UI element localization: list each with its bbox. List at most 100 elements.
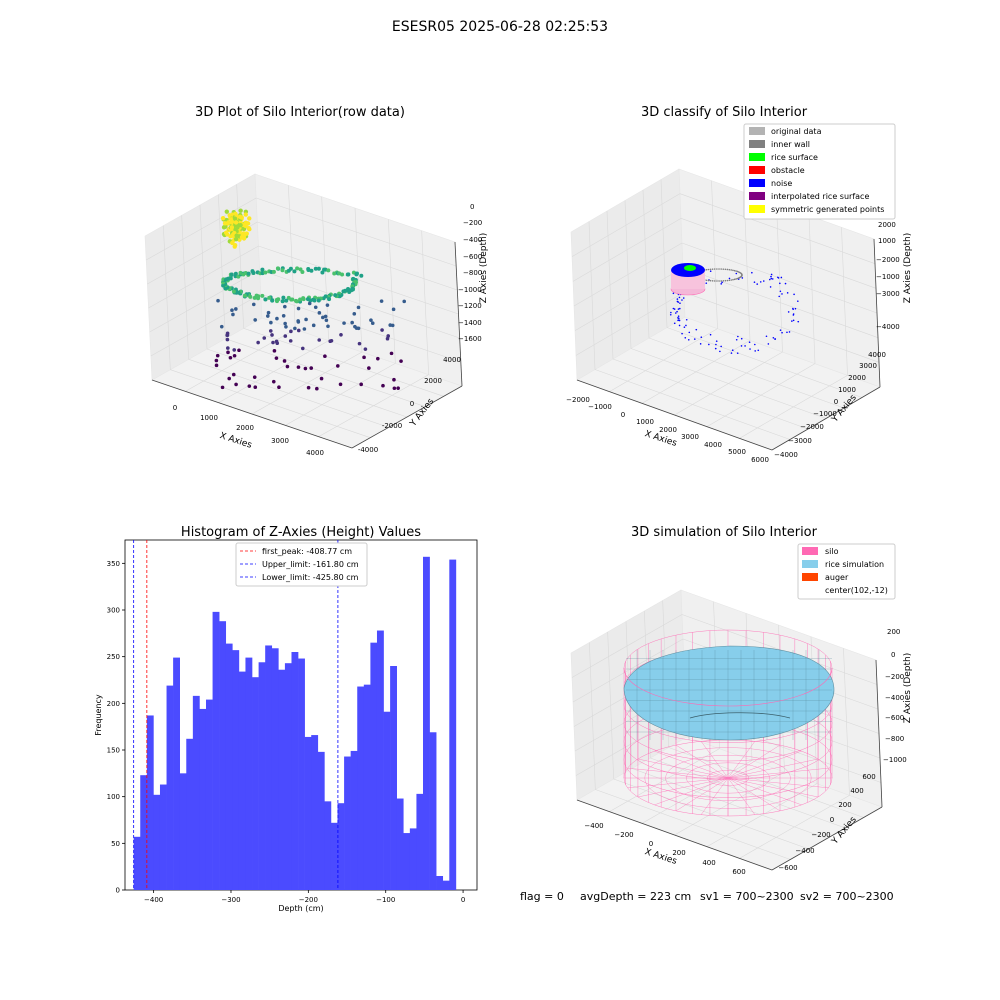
raw-data-point [389, 351, 394, 356]
raw-data-point [320, 270, 325, 275]
classify-wall-point [726, 268, 729, 271]
histogram-bar [258, 662, 266, 890]
raw-data-point [251, 270, 256, 275]
histogram-bar [219, 621, 227, 890]
raw-data-point [321, 315, 325, 320]
classify-noise-point [709, 333, 712, 336]
simulation-z-tick: −400 [885, 694, 904, 702]
classify-legend-label: rice surface [771, 153, 818, 162]
classify-x-tick: 6000 [751, 456, 769, 464]
classify-noise-point [676, 298, 679, 300]
histogram-y-tick-label: 50 [111, 840, 120, 848]
raw-data-point [267, 295, 272, 300]
classify-z-tick: 1000 [878, 237, 896, 245]
raw-data-x-tick: 3000 [271, 437, 289, 445]
raw-data-point [237, 348, 241, 353]
histogram-bar [199, 708, 207, 890]
classify-noise-point [678, 324, 681, 327]
silo-front-arc [623, 667, 833, 707]
classify-wall-point [728, 268, 731, 271]
histogram-legend-label: first_peak: -408.77 cm [262, 547, 352, 556]
raw-data-point [223, 224, 228, 229]
classify-legend-swatch [749, 192, 765, 200]
classify-noise-point [687, 338, 690, 341]
raw-data-y-axis-line [351, 385, 463, 449]
classify-noise-point [797, 320, 800, 323]
raw-data-point [388, 323, 393, 327]
classify-y-tick: −2000 [800, 423, 824, 431]
histogram-y-tick-label: 250 [107, 653, 120, 661]
classify-noise-point [684, 336, 687, 339]
histogram-bar [146, 715, 154, 890]
histogram-legend-frame [235, 542, 368, 587]
classify-noise-point [754, 343, 756, 346]
classify-gridline [841, 227, 848, 376]
simulation-x-tick: 0 [649, 840, 653, 848]
simulation-z-tick: −600 [885, 714, 904, 722]
simulation-z-axis-label: Z Axies (Depth) [903, 653, 913, 724]
raw-data-point [370, 321, 375, 326]
histogram-bar [449, 559, 457, 890]
raw-data-point [352, 312, 357, 316]
raw-data-point [226, 346, 230, 350]
classify-noise-point [770, 277, 773, 280]
raw-data-point [234, 233, 239, 238]
rice-surface-ridge [689, 712, 791, 719]
raw-data-point [253, 318, 258, 322]
simulation-z-tick: −200 [885, 673, 904, 681]
classify-y-axis-line [771, 386, 881, 451]
silo-wire-spoke [727, 777, 802, 806]
classify-noise-point [749, 348, 751, 350]
classify-noise-point [741, 277, 744, 279]
classify-noise-point [757, 349, 760, 352]
classify-wall-point [732, 269, 734, 272]
histogram-bar [337, 803, 345, 890]
sv2-text: sv2 = 700~2300 [800, 890, 894, 903]
simulation-y-tick: 0 [830, 816, 834, 824]
classify-noise-point [670, 311, 672, 314]
simulation-z-axis-line [875, 659, 883, 808]
classify-y-tick: 1000 [838, 386, 856, 394]
raw-data-z-tick: −1400 [458, 319, 482, 327]
histogram-y-tick-label: 0 [116, 887, 120, 895]
raw-data-point [231, 312, 235, 317]
histogram-bar [284, 663, 292, 890]
histogram-x-tick-label: −100 [376, 896, 395, 904]
simulation-x-tick: 600 [732, 868, 745, 876]
raw-data-point [266, 314, 270, 318]
simulation-x-tick: 200 [672, 849, 685, 857]
classify-legend-label: obstacle [771, 166, 805, 175]
simulation-x-axis-line [576, 799, 773, 871]
raw-data-point [341, 289, 346, 294]
simulation-y-tick: 400 [850, 787, 863, 795]
silo-wire-spoke [700, 777, 729, 815]
classify-3d-plot: 3D classify of Silo Interior −2000 −1000… [566, 105, 913, 464]
raw-data-point [253, 385, 258, 390]
classify-x-tick: 2000 [659, 426, 677, 434]
raw-data-point [298, 297, 303, 302]
classify-wall-point [705, 268, 708, 271]
raw-data-point [256, 340, 260, 345]
raw-data-point [225, 232, 230, 237]
classify-wall-point [718, 280, 720, 282]
histogram-bar [429, 732, 437, 890]
histogram-bar [416, 793, 424, 890]
classify-noise-point [754, 350, 756, 352]
raw-data-point [231, 372, 236, 377]
raw-data-point [247, 226, 252, 232]
raw-data-3d-axes [144, 173, 463, 449]
histogram-y-tick-label: 150 [107, 747, 120, 755]
simulation-y-tick: 200 [838, 801, 851, 809]
classify-wall-point [705, 279, 708, 282]
histogram-bar [133, 836, 141, 890]
raw-data-gridline [421, 230, 429, 375]
raw-data-x-ticks: 0 1000 2000 3000 4000 [173, 404, 324, 457]
histogram-legend-label: Upper_limit: -161.80 cm [262, 560, 359, 569]
raw-data-point [323, 354, 327, 359]
raw-data-point [232, 348, 237, 352]
histogram-bar [245, 657, 253, 890]
histogram-bars [133, 556, 457, 890]
raw-data-x-tick: 2000 [236, 424, 254, 432]
classify-z-tick: −4000 [876, 323, 900, 331]
raw-data-point [392, 386, 397, 391]
